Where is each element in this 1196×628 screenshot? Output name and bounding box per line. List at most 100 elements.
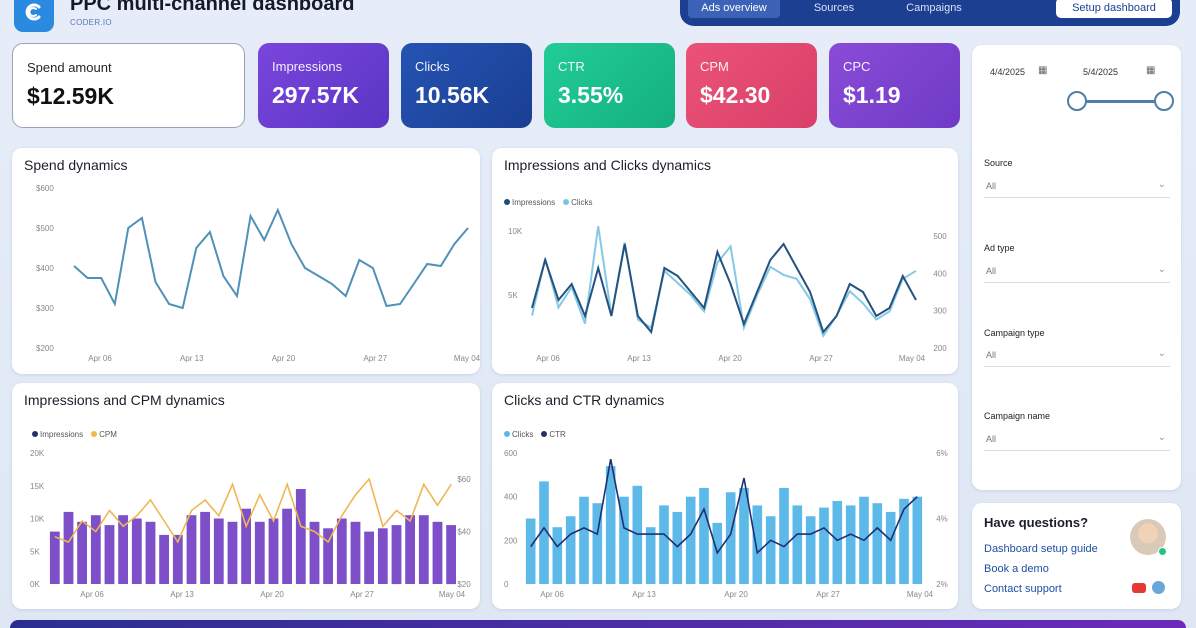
legend-item-impressions: Impressions xyxy=(32,430,83,439)
legend-item-cpm: CPM xyxy=(91,430,117,439)
y-tick-label-right: $20 xyxy=(457,580,471,589)
kpi-value: 3.55% xyxy=(558,82,624,108)
impressions-clicks-card: Impressions and Clicks dynamics Impressi… xyxy=(492,148,958,374)
contact-support-link[interactable]: Contact support xyxy=(984,583,1062,595)
y-tick-label: $300 xyxy=(36,304,54,313)
chevron-down-icon: ⌄ xyxy=(1157,264,1166,275)
filter-label-campaign-type: Campaign type xyxy=(984,328,1045,338)
clicks-ctr-card: Clicks and CTR dynamics Clicks CTR 0 200 4… xyxy=(492,383,958,609)
legend-item-clicks: Clicks xyxy=(563,198,592,207)
clicks-bar xyxy=(592,503,603,584)
clicks-bar xyxy=(659,505,669,584)
y-tick-label-left: 15K xyxy=(30,482,45,491)
globe-icon[interactable] xyxy=(1152,581,1165,594)
y-tick-label: $400 xyxy=(36,264,54,273)
y-tick-label-left: 10K xyxy=(30,515,45,524)
legend-item-clicks: Clicks xyxy=(504,430,533,439)
clicks-bar xyxy=(539,481,549,584)
ad-type-select[interactable]: All ⌄ xyxy=(984,261,1170,283)
y-tick-label: $600 xyxy=(36,184,54,193)
x-tick-label: Apr 27 xyxy=(363,354,387,363)
date-from[interactable]: 4/4/2025 xyxy=(990,67,1026,77)
header: PPC multi-channel dashboard CODER.IO Ads… xyxy=(0,0,1196,38)
x-tick-label: Apr 13 xyxy=(170,590,194,599)
filter-label-campaign-name: Campaign name xyxy=(984,411,1051,421)
date-slider-end-handle[interactable] xyxy=(1154,91,1174,111)
x-tick-label: Apr 27 xyxy=(809,354,833,363)
setup-dashboard-button[interactable]: Setup dashboard xyxy=(1056,0,1172,18)
clicks-bar xyxy=(899,498,909,584)
chart-legend: Impressions Clicks xyxy=(504,198,592,207)
clicks-bar xyxy=(792,505,803,584)
online-status-icon xyxy=(1158,547,1167,556)
clicks-bar xyxy=(739,487,749,584)
chart-title: Impressions and Clicks dynamics xyxy=(504,157,711,173)
logo-icon xyxy=(25,3,41,21)
page-title: PPC multi-channel dashboard xyxy=(70,0,355,15)
cpm-line xyxy=(54,477,452,544)
source-select[interactable]: All ⌄ xyxy=(984,176,1170,198)
kpi-label: CPC xyxy=(843,59,871,74)
clicks-bar xyxy=(605,466,616,584)
chart-legend: Clicks CTR xyxy=(504,430,566,439)
clicks-bar xyxy=(845,505,856,584)
impressions-bar xyxy=(446,525,456,585)
clicks-bar xyxy=(779,487,789,584)
y-tick-label-left: 400 xyxy=(504,493,518,502)
chart-title: Impressions and CPM dynamics xyxy=(24,392,225,408)
clicks-bar xyxy=(525,518,536,584)
tab-ads-overview[interactable]: Ads overview xyxy=(688,0,780,18)
kpi-label: CTR xyxy=(558,59,585,74)
impressions-cpm-card: Impressions and CPM dynamics Impressions… xyxy=(12,383,480,609)
tab-campaigns[interactable]: Campaigns xyxy=(906,2,962,14)
impressions-bar xyxy=(104,525,115,585)
campaign-name-select[interactable]: All ⌄ xyxy=(984,429,1170,451)
impressions-line xyxy=(531,242,917,335)
impressions-bar xyxy=(213,518,224,584)
clicks-bar xyxy=(645,527,656,584)
kpi-spend-amount: Spend amount $12.59K xyxy=(12,43,245,128)
impressions-bar xyxy=(364,531,374,584)
y-tick-label-left: 200 xyxy=(504,536,518,545)
filters-panel: 4/4/2025 ▦ 5/4/2025 ▦ Source All ⌄ Ad typ… xyxy=(972,45,1181,490)
book-demo-link[interactable]: Book a demo xyxy=(984,563,1049,575)
date-slider-track[interactable] xyxy=(1077,100,1165,103)
impressions-bar xyxy=(63,511,74,584)
clicks-bar xyxy=(885,511,896,584)
impressions-bar xyxy=(336,518,347,584)
x-tick-label: May 04 xyxy=(907,590,934,599)
impressions-bar xyxy=(200,511,210,584)
tab-sources[interactable]: Sources xyxy=(813,2,855,14)
y-tick-label-left: 20K xyxy=(30,449,45,458)
impressions-bar xyxy=(186,515,197,584)
calendar-icon[interactable]: ▦ xyxy=(1146,65,1156,76)
y-tick-label-left: 5K xyxy=(508,291,518,300)
x-tick-label: Apr 20 xyxy=(718,354,742,363)
kpi-clicks: Clicks 10.56K xyxy=(401,43,532,128)
y-tick-label: $200 xyxy=(36,344,54,353)
impressions-bar xyxy=(377,528,388,584)
x-tick-label: May 04 xyxy=(439,590,466,599)
impressions-bar xyxy=(418,515,429,584)
impressions-bar xyxy=(118,515,128,584)
youtube-icon[interactable] xyxy=(1132,583,1146,593)
impressions-bar xyxy=(350,521,361,584)
y-tick-label: $500 xyxy=(36,224,54,233)
x-tick-label: Apr 06 xyxy=(88,354,112,363)
campaign-type-select[interactable]: All ⌄ xyxy=(984,345,1170,367)
calendar-icon[interactable]: ▦ xyxy=(1038,65,1048,76)
dashboard-setup-guide-link[interactable]: Dashboard setup guide xyxy=(984,543,1098,555)
y-tick-label-right: 6% xyxy=(936,449,948,458)
date-slider-start-handle[interactable] xyxy=(1067,91,1087,111)
impressions-bar xyxy=(254,521,265,584)
chevron-down-icon: ⌄ xyxy=(1157,432,1166,443)
filter-label-ad-type: Ad type xyxy=(984,243,1015,253)
impressions-bar xyxy=(172,534,183,584)
clicks-bar xyxy=(725,492,736,584)
date-to[interactable]: 5/4/2025 xyxy=(1083,67,1119,77)
clicks-bar xyxy=(819,507,829,584)
chart-legend: Impressions CPM xyxy=(32,430,117,439)
filter-label-source: Source xyxy=(984,158,1013,168)
x-tick-label: Apr 06 xyxy=(540,590,564,599)
impressions-bar xyxy=(309,521,320,584)
